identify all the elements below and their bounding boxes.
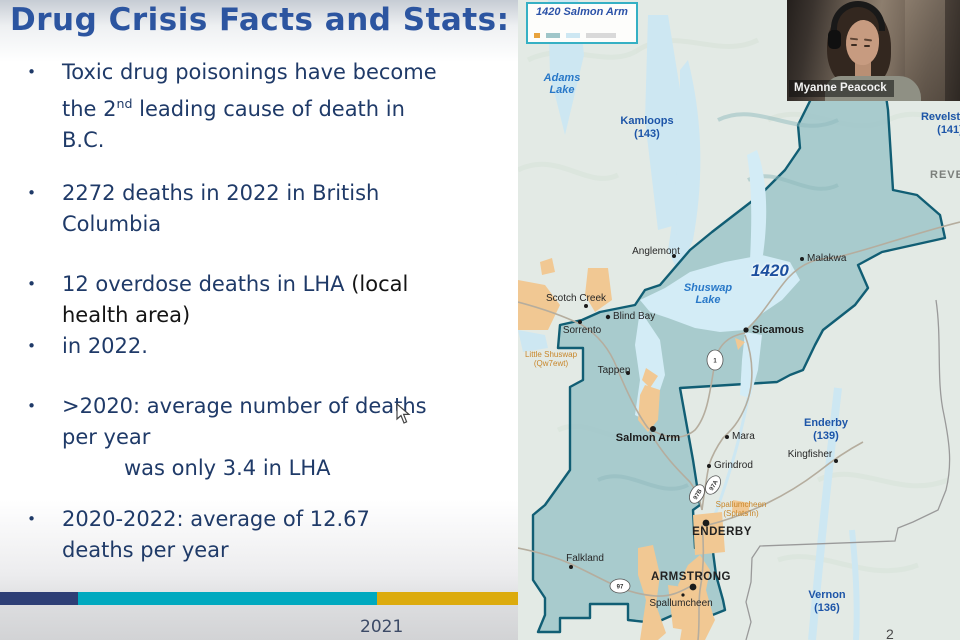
town-dots <box>569 254 838 597</box>
participant-eye <box>851 44 857 46</box>
map-label-enderby-lha: Enderby (139) <box>803 417 849 442</box>
webcam-video-tile[interactable]: Myanne Peacock <box>787 0 960 101</box>
map-label-vernon-lha: Vernon (136) <box>808 589 846 614</box>
accent-bar-navy <box>0 592 78 605</box>
presentation-slide: • Toxic drug poisonings have become the … <box>0 0 518 640</box>
admin-boundary <box>745 299 951 640</box>
bullet-marker: • <box>27 275 36 293</box>
hwy-97a-shield: 97A <box>709 479 720 492</box>
map-label-lha-number: 1420 <box>751 261 789 280</box>
bullet-text: Toxic drug poisonings have become <box>62 60 437 84</box>
map-label-enderby-city: ENDERBY <box>692 526 752 538</box>
map-label-adams-lake: Adams Lake <box>543 72 581 96</box>
map-label-revelstoke-city: REVELSTOKE <box>930 169 960 181</box>
bullet-text: the 2nd leading cause of death in <box>62 96 405 121</box>
map-label-shuswap-lake: Shuswap Lake <box>683 282 733 306</box>
accent-bar-gold <box>377 592 518 605</box>
bullet-text: per year <box>62 425 151 449</box>
map-title: 1420 Salmon Arm <box>536 6 628 18</box>
bullet-item-6: • 2020-2022: average of 12.67 deaths per… <box>0 504 518 566</box>
mouse-cursor <box>396 403 411 424</box>
bullet-text: B.C. <box>62 128 105 152</box>
headphone-earcup <box>828 30 841 49</box>
legend-swatch-teal <box>546 33 560 38</box>
bullet-text: Columbia <box>62 212 162 236</box>
map-title-box: 1420 Salmon Arm <box>526 2 638 44</box>
participant-name-badge: Myanne Peacock <box>789 80 894 97</box>
slide-page-number: 2 <box>886 626 894 640</box>
map-label-salmon-arm: Salmon Arm <box>615 432 681 444</box>
bullet-text: in 2022. <box>62 334 148 358</box>
map-label-little-shuswap: Little Shuswap (Qw7ewt) <box>524 350 578 368</box>
bullet-marker: • <box>27 63 36 81</box>
map-label-revelstoke-lha: Revelstoke(141) <box>920 111 960 136</box>
bullet-item-2: • 2272 deaths in 2022 in British Columbi… <box>0 178 518 240</box>
bullet-item-5: • >2020: average number of deaths per ye… <box>0 391 518 484</box>
highway-shields: 1 97 97B 97A <box>609 349 724 594</box>
bullet-text: 2020-2022: average of 12.67 <box>62 507 370 531</box>
map-label-scotch-creek: Scotch Creek <box>545 293 607 304</box>
map-label-anglemont: Anglemont <box>632 246 680 257</box>
map-label-blind-bay: Blind Bay <box>613 311 656 322</box>
bullet-text: >2020: average number of deaths <box>62 394 427 418</box>
footer-year-label: 2021 <box>360 617 404 637</box>
hwy-1-shield: 1 <box>713 359 717 365</box>
map-label-armstrong: ARMSTRONG <box>651 571 731 583</box>
bullet-marker: • <box>27 510 36 528</box>
map-label-kamloops-lha: Kamloops (143) <box>620 115 674 140</box>
bullet-item-4: • in 2022. <box>0 331 518 362</box>
accent-bar-teal <box>78 592 377 605</box>
lha-map: 1 97 97B 97A Kamloops (143) R <box>518 0 960 640</box>
bullet-text: health area) <box>62 303 191 327</box>
bullet-text: was only 3.4 in LHA <box>124 456 331 480</box>
bullet-text: 2272 deaths in 2022 in British <box>62 181 380 205</box>
map-label-sorrento: Sorrento <box>562 325 602 336</box>
map-label-splatsin: Spallumcheen (Splats'in) <box>715 500 767 518</box>
map-label-mara: Mara <box>732 431 755 442</box>
hwy-97-shield: 97 <box>617 585 624 591</box>
participant-eye <box>864 45 870 47</box>
map-label-malakwa: Malakwa <box>807 253 847 264</box>
bullet-text: 12 overdose deaths in LHA (local <box>62 272 409 296</box>
map-label-kingfisher: Kingfisher <box>787 449 833 460</box>
bullet-marker: • <box>27 337 36 355</box>
participant-neck <box>855 60 871 80</box>
bullet-text: deaths per year <box>62 538 229 562</box>
bullet-marker: • <box>27 397 36 415</box>
map-label-grindrod: Grindrod <box>714 460 753 471</box>
legend-swatch-gray <box>586 33 616 38</box>
slide-accent-bar <box>0 592 518 605</box>
legend-swatch-orange <box>534 33 540 38</box>
bullet-item-3: • 12 overdose deaths in LHA (local healt… <box>0 269 518 331</box>
map-label-falkland: Falkland <box>566 553 604 564</box>
map-label-tappen: Tappen <box>597 365 631 376</box>
map-label-sicamous: Sicamous <box>752 324 804 336</box>
bullet-marker: • <box>27 184 36 202</box>
legend-swatch-blue <box>566 33 580 38</box>
map-graphic: 1 97 97B 97A <box>518 0 960 640</box>
headphones-icon <box>831 1 885 31</box>
map-label-spallumcheen: Spallumcheen <box>649 598 713 609</box>
bullet-item-1: • Toxic drug poisonings have become the … <box>0 57 518 156</box>
hwy-97b-shield: 97B <box>693 488 704 501</box>
slide-title: Drug Crisis Facts and Stats: <box>10 2 510 38</box>
